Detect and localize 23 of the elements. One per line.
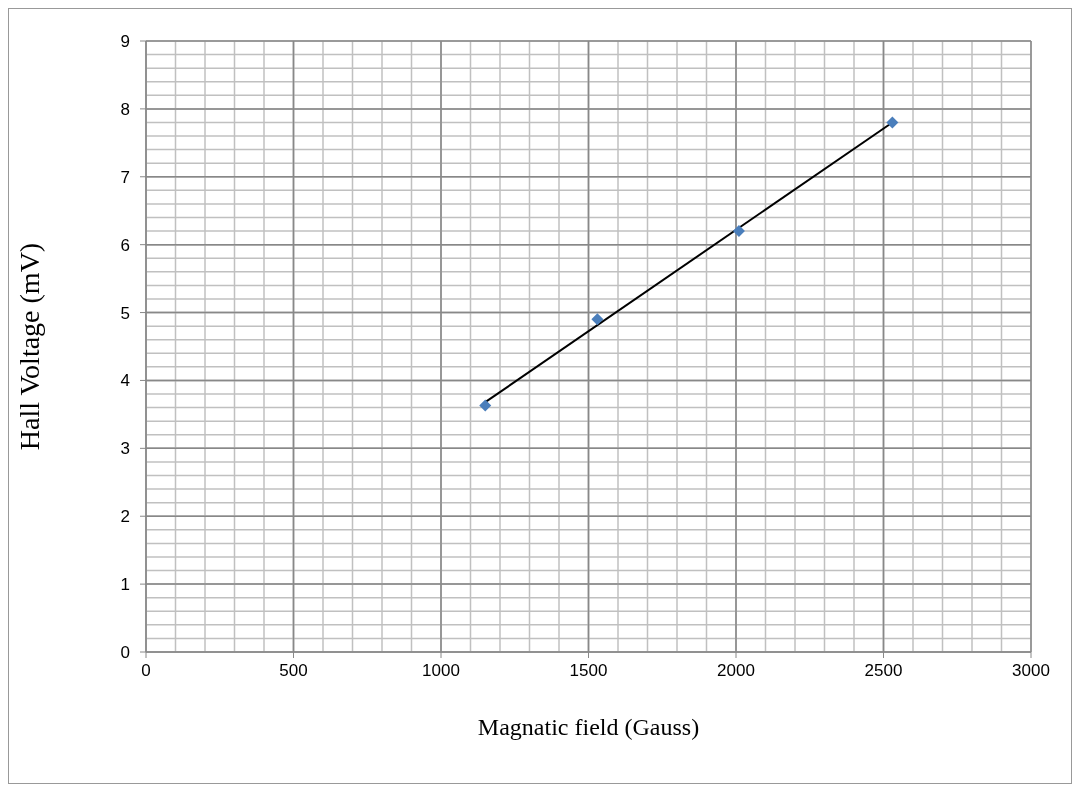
point <box>732 225 745 238</box>
y-tick-label: 5 <box>120 303 130 323</box>
x-tick-label: 0 <box>141 661 151 681</box>
y-tick-label: 3 <box>120 439 130 459</box>
y-axis-title: Hall Voltage (mV) <box>13 242 45 451</box>
y-tick-label: 1 <box>120 575 130 595</box>
x-tick-label: 1500 <box>569 661 608 681</box>
x-tick-label: 2500 <box>864 661 903 681</box>
point <box>886 116 899 129</box>
y-tick-label: 2 <box>120 507 130 527</box>
x-tick-label: 500 <box>279 661 308 681</box>
x-tick-label: 3000 <box>1012 661 1050 681</box>
y-tick-label: 4 <box>120 371 130 391</box>
y-tick-label: 8 <box>120 99 130 119</box>
x-axis-title: Magnatic field (Gauss) <box>477 714 700 740</box>
y-tick-label: 6 <box>120 235 130 255</box>
point <box>479 399 492 412</box>
x-tick-label: 2000 <box>717 661 755 681</box>
x-tick-label: 1000 <box>422 661 460 681</box>
y-tick-label: 7 <box>120 167 130 187</box>
y-tick-label: 0 <box>120 643 130 663</box>
point <box>591 313 604 326</box>
y-tick-label: 9 <box>120 32 130 52</box>
